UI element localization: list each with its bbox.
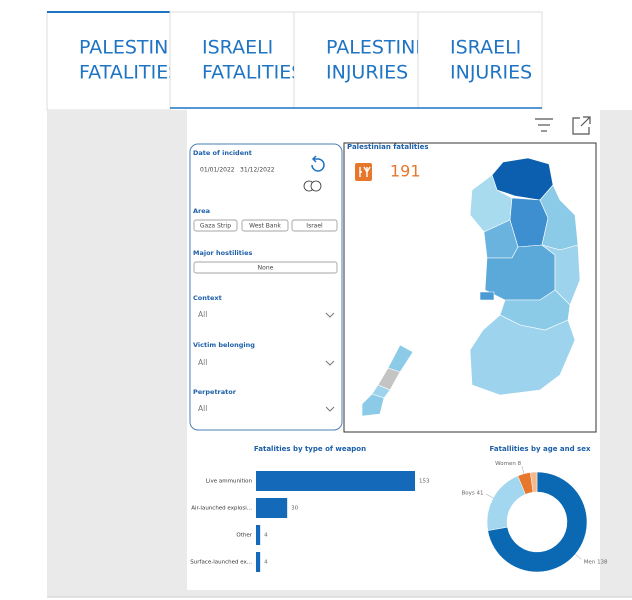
tab-label[interactable]: INJURIES xyxy=(450,62,532,84)
tab-bar: PALESTINIAN FATALITIES ISRAELI FATALITIE… xyxy=(46,11,543,111)
bar-value-label: 4 xyxy=(264,560,268,566)
tab-clip: PALESTINIAN FATALITIES xyxy=(79,37,201,84)
area-button[interactable] xyxy=(241,219,289,232)
area-option[interactable]: Israel xyxy=(306,223,323,230)
tab-clip: ISRAELI INJURIES xyxy=(450,37,532,84)
map-title: Palestinian fatalities xyxy=(347,143,429,151)
pie-label: Men 138 xyxy=(584,559,608,565)
area-button[interactable] xyxy=(291,219,338,232)
expand-icon[interactable] xyxy=(572,116,591,135)
bar-category-label: Air-launched explosi... xyxy=(191,506,252,512)
map-region xyxy=(361,393,385,417)
date-end[interactable]: 31/12/2022 xyxy=(240,167,275,174)
filter-icon[interactable] xyxy=(535,118,553,132)
bar xyxy=(256,471,415,491)
tab-clip: ISRAELI FATALITIES xyxy=(202,37,303,84)
area-option[interactable]: Gaza Strip xyxy=(200,223,231,230)
filter-label: Date of incident xyxy=(193,149,252,157)
map-region xyxy=(469,314,576,396)
bar-value-label: 30 xyxy=(291,506,298,512)
tab-label[interactable]: PALESTINIAN xyxy=(79,37,201,59)
chevron[interactable] xyxy=(325,360,335,366)
pie-label-value: 8 xyxy=(518,461,522,467)
tab[interactable] xyxy=(169,11,295,109)
hostilities-option[interactable]: None xyxy=(258,265,274,272)
area-button[interactable] xyxy=(193,219,238,232)
icon-glyph xyxy=(359,166,371,177)
tab[interactable] xyxy=(46,11,171,111)
chevron[interactable] xyxy=(325,312,335,318)
pie-slice xyxy=(530,471,538,493)
panel-border xyxy=(189,143,343,431)
pie-label-name: Boys xyxy=(462,490,475,496)
tab-label[interactable]: ISRAELI xyxy=(450,37,521,59)
tab-label[interactable]: INJURIES xyxy=(326,62,408,84)
tab[interactable] xyxy=(293,11,419,109)
tab-label[interactable]: ISRAELI xyxy=(202,37,273,59)
map-region xyxy=(479,291,495,301)
bar xyxy=(256,498,288,518)
hostilities-button[interactable] xyxy=(193,261,338,274)
dropdown-value[interactable]: All xyxy=(198,404,207,413)
reset-icon[interactable] xyxy=(311,155,325,172)
tab-label[interactable]: FATALITIES xyxy=(202,62,303,84)
bar-value-label: 153 xyxy=(419,479,430,485)
filter-label: Perpetrator xyxy=(193,388,237,396)
bar-category-label: Live ammunition xyxy=(206,479,253,485)
dropdown-value[interactable]: All xyxy=(198,310,207,319)
pie-label-value: 138 xyxy=(597,559,608,565)
pie-slice xyxy=(487,471,588,573)
tab-label[interactable]: FATALITIES xyxy=(79,62,180,84)
fatalities-icon xyxy=(355,163,372,181)
tab-label[interactable]: PALESTINIAN xyxy=(326,37,448,59)
tab[interactable] xyxy=(417,11,543,109)
toggle[interactable] xyxy=(303,180,322,192)
dropdown-value[interactable]: All xyxy=(198,358,207,367)
area-option[interactable]: West Bank xyxy=(249,223,281,230)
bar-value-label: 4 xyxy=(264,533,268,539)
map xyxy=(361,157,581,417)
chart-title: Fatallities by age and sex xyxy=(490,445,591,453)
bar xyxy=(256,552,261,572)
chevron[interactable] xyxy=(325,406,335,412)
pie-label-name: Women xyxy=(495,461,516,467)
bar-category-label: Other xyxy=(236,533,252,539)
leader-line xyxy=(486,493,494,499)
map-region xyxy=(541,244,581,306)
pie-label: Boys 41 xyxy=(462,490,484,496)
bar xyxy=(256,525,261,545)
filter-label: Area xyxy=(193,207,210,215)
filter-label: Victim belonging xyxy=(193,341,255,349)
leader-line xyxy=(521,465,525,474)
pie-label-name: Men xyxy=(584,559,596,565)
chart-title: Fatalities by type of weapon xyxy=(254,445,366,453)
pie-label: Women 8 xyxy=(495,461,521,467)
date-start[interactable]: 01/01/2022 xyxy=(200,167,235,174)
bar-category-label: Surface-launched ex... xyxy=(190,560,252,566)
map-panel: Palestinian fatalities 191 xyxy=(343,142,597,433)
filter-label: Context xyxy=(193,294,222,302)
tab-clip: PALESTINIAN INJURIES xyxy=(326,37,448,84)
fatalities-count: 191 xyxy=(390,162,421,181)
pie-label-value: 41 xyxy=(477,490,484,496)
filter-panel: Date of incident 01/01/2022 31/12/2022 A… xyxy=(189,143,343,431)
leader-line xyxy=(575,553,582,560)
filter-label: Major hostilities xyxy=(193,249,253,257)
